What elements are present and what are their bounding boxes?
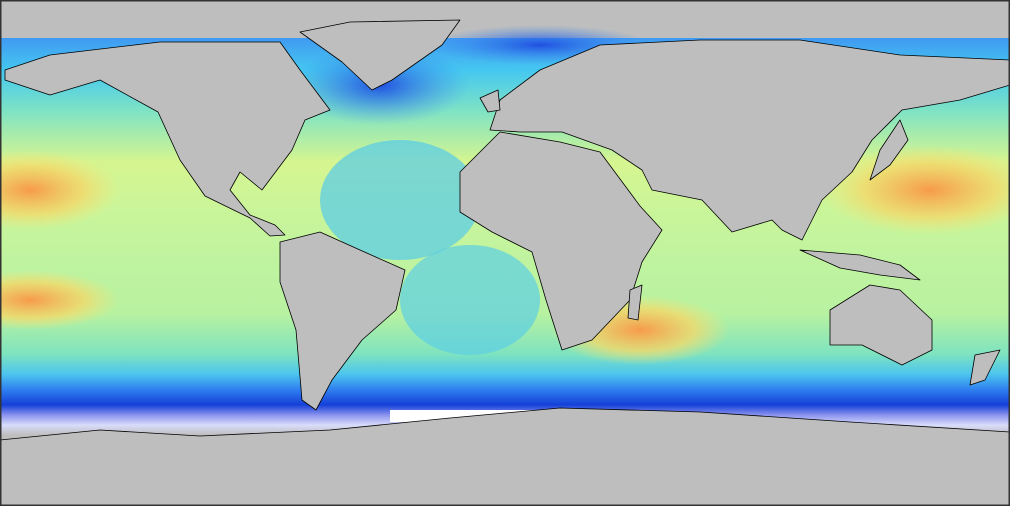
land <box>0 19 1010 506</box>
